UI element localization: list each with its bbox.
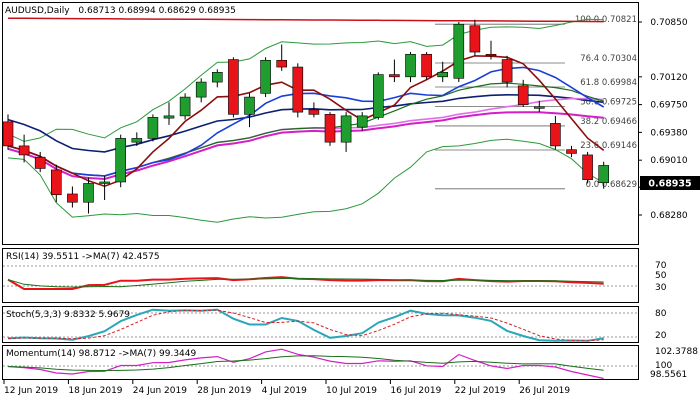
candle-body	[437, 72, 449, 78]
candle-body	[18, 145, 30, 156]
date-tick-label: 16 Jul 2019	[390, 386, 441, 396]
candle-body	[99, 181, 110, 184]
momentum-title: Momentum(14) 98.8712 ->MA(7) 99.3449	[6, 349, 197, 359]
stoch-tick-80: 80	[655, 309, 667, 319]
candle-body	[389, 74, 400, 78]
date-tick-label: 4 Jul 2019	[262, 386, 307, 396]
candle-body	[485, 53, 497, 57]
ma-green-line	[7, 82, 604, 177]
candle-body	[83, 183, 94, 203]
candle-body	[34, 156, 46, 169]
price-tick-label: 0.69010	[650, 156, 687, 166]
momentum-tick-high: 102.3788	[655, 347, 698, 357]
candle-body	[356, 115, 368, 128]
candle-body	[179, 96, 191, 117]
candle-body	[163, 115, 175, 119]
stoch-title: Stoch(5,3,3) 9.8332 5.9679	[6, 310, 130, 320]
rsi-tick-70: 70	[655, 261, 667, 271]
candle-body	[212, 72, 223, 83]
current-price-box	[640, 176, 700, 190]
ma-magenta-line	[7, 111, 604, 181]
rsi-panel-border	[2, 248, 639, 303]
date-axis: 12 Jun 2019 18 Jun 2019 24 Jun 2019 28 Jun …	[3, 380, 570, 396]
candle-body	[517, 85, 529, 105]
chart-header: AUDUSD,Daily 0.68713 0.68994 0.68629 0.6…	[5, 6, 236, 16]
ma-long-red-line	[7, 17, 604, 23]
fib-label: 76.4 0.70304	[580, 54, 637, 64]
bollinger-upper-line	[7, 18, 604, 142]
candle-body	[2, 121, 14, 147]
candle-body	[550, 123, 561, 147]
candle-body	[421, 53, 432, 78]
fib-label: 50.0 0.69725	[580, 97, 637, 107]
fib-label: 23.6 0.69146	[580, 141, 637, 151]
candle-body	[340, 115, 352, 143]
candle-body	[147, 117, 159, 139]
main-panel-border	[2, 2, 639, 245]
fib-label: 38.2 0.69466	[580, 117, 637, 127]
date-tick-label: 22 Jul 2019	[455, 386, 506, 396]
momentum-tick-100: 100	[655, 361, 672, 371]
price-axis: 0.708500.701200.697500.693800.690100.686…	[638, 18, 688, 221]
rsi-title: RSI(14) 39.5511 ->MA(7) 42.4575	[6, 252, 160, 262]
rsi-tick-50: 50	[655, 271, 667, 281]
date-tick-label: 18 Jun 2019	[68, 386, 122, 396]
candle-body	[372, 74, 384, 118]
date-tick-label: 28 Jun 2019	[197, 386, 251, 396]
candle-body	[533, 106, 545, 109]
candle-body	[115, 138, 126, 183]
candle-body	[582, 154, 593, 181]
candles	[2, 19, 610, 214]
candle-body	[566, 149, 577, 154]
momentum-tick-low: 98.5561	[650, 370, 687, 380]
fib-label: 100.0 0.70821	[575, 15, 637, 25]
candle-body	[195, 81, 207, 98]
date-tick-label: 24 Jun 2019	[133, 386, 187, 396]
price-tick-label: 0.69380	[650, 128, 687, 138]
price-tick-label: 0.68280	[650, 211, 687, 221]
fib-label: 61.8 0.69984	[580, 78, 637, 88]
ma-violet-line	[7, 97, 604, 177]
bollinger-lower-line	[7, 138, 604, 223]
current-price-label: 0.68935	[648, 179, 691, 190]
price-tick-label: 0.70850	[650, 18, 687, 28]
candle-body	[67, 193, 78, 203]
ma-fast-line	[7, 55, 605, 188]
candle-body	[131, 138, 143, 143]
rsi-ma-line	[7, 278, 604, 288]
candle-body	[228, 59, 239, 115]
candle-body	[308, 109, 320, 115]
candle-body	[501, 59, 513, 83]
bollinger-bands	[7, 18, 604, 223]
rsi-tick-30: 30	[655, 283, 667, 293]
candle-body	[50, 169, 62, 196]
fibonacci-levels: 100.0 0.70821 76.4 0.70304 61.8 0.69984 50.…	[435, 15, 637, 190]
ma-navy-line	[7, 93, 604, 153]
candle-body	[324, 114, 336, 143]
price-tick-label: 0.70120	[650, 73, 687, 83]
candle-body	[292, 66, 304, 113]
candle-body	[276, 59, 288, 68]
momentum-ma-line	[7, 355, 604, 372]
date-tick-label: 12 Jun 2019	[4, 386, 58, 396]
candle-body	[453, 23, 465, 79]
candle-body	[244, 96, 255, 115]
date-tick-label: 10 Jul 2019	[326, 386, 377, 396]
stoch-tick-20: 20	[655, 331, 667, 341]
price-tick-label: 0.69750	[650, 101, 687, 111]
date-tick-label: 26 Jul 2019	[519, 386, 570, 396]
candle-body	[469, 25, 481, 53]
momentum-panel-border	[2, 345, 639, 380]
candle-body	[598, 165, 610, 184]
stoch-k-line	[7, 308, 604, 342]
fib-label: 0.0 0.68629	[586, 180, 637, 190]
stoch-panel-border	[2, 306, 639, 343]
candle-body	[260, 59, 271, 94]
candle-body	[405, 53, 416, 78]
